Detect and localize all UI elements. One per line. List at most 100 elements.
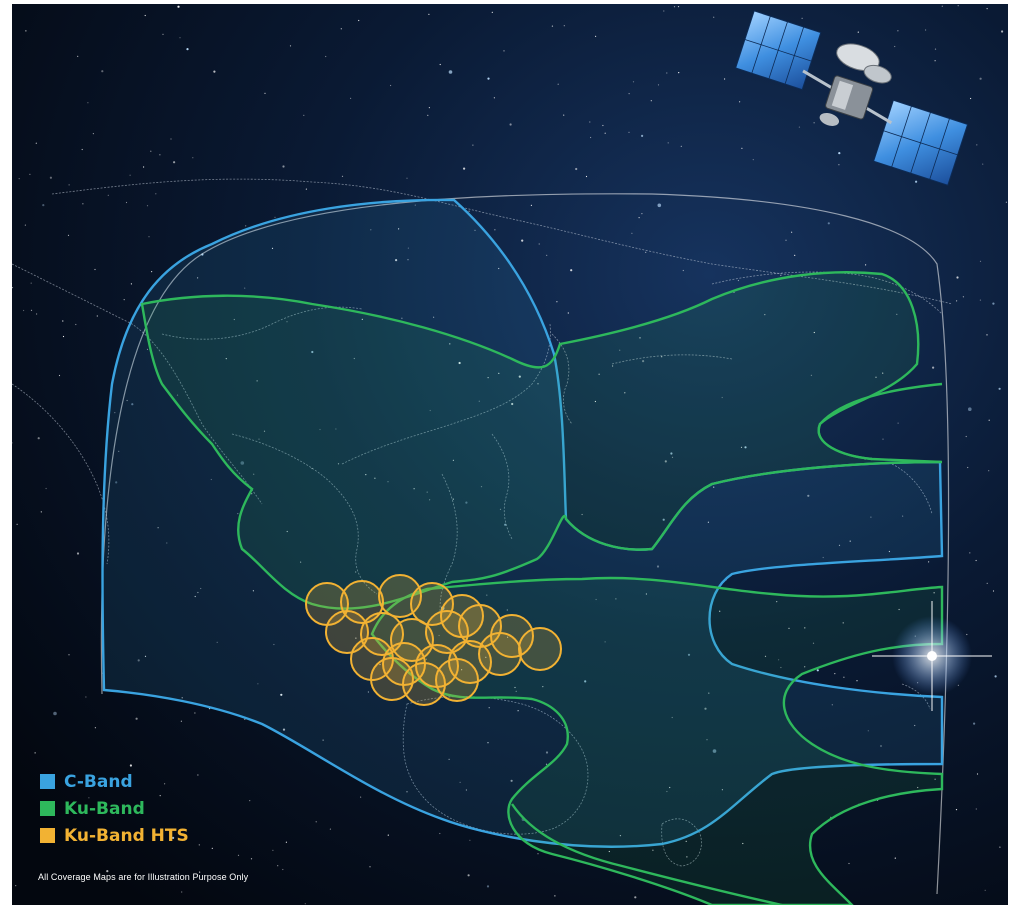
star [706,739,708,741]
star [663,10,665,12]
star [487,377,489,379]
star [708,692,710,694]
star [575,167,578,171]
star [986,582,988,585]
star [387,834,389,836]
star [426,491,428,493]
star [973,722,976,725]
map-legend: C-Band Ku-Band Ku-Band HTS [40,768,189,849]
star [848,862,850,865]
star [478,400,480,402]
star [198,844,200,846]
star [244,287,246,289]
star [480,486,483,488]
star [801,17,803,19]
star [146,348,149,350]
star [979,260,982,262]
star [75,323,77,326]
star [282,728,286,731]
star [398,228,400,230]
star [329,828,331,830]
star [164,783,166,785]
star [67,234,70,236]
star [335,428,337,430]
star [16,523,18,525]
star [686,856,688,858]
star [870,516,872,518]
star [807,494,810,497]
star [414,204,416,206]
star [831,704,833,706]
star [151,271,153,273]
star [810,374,813,376]
star [355,571,357,573]
star [804,666,806,668]
star [469,839,471,841]
star [642,360,645,363]
star [465,789,467,791]
star [928,561,930,563]
star [493,97,495,99]
star [407,259,409,261]
star [713,16,715,18]
star [598,373,600,375]
star [130,283,132,285]
star [671,716,673,719]
star [92,133,94,135]
star [498,267,500,270]
star [979,77,982,80]
star [123,299,125,301]
star [514,686,516,689]
star [685,840,687,843]
star [157,527,159,529]
star [425,658,427,660]
star [590,136,592,139]
star [361,318,363,320]
c-band-swatch [40,774,55,789]
star [486,885,490,888]
star [155,193,157,195]
star [68,184,70,186]
star [337,463,340,465]
star [406,177,408,179]
star [521,239,524,242]
star [401,317,403,319]
star [115,481,118,484]
legend-item-c-band: C-Band [40,768,189,795]
star [794,254,796,256]
star [58,374,61,377]
star [998,387,1001,390]
star [282,165,285,168]
star [197,591,199,594]
star [976,144,978,146]
star [135,717,138,720]
coverage-map-graphic [12,4,1008,905]
star-field [12,5,1008,905]
star [619,835,622,837]
star [360,796,362,798]
hts-spot-beam [435,658,479,702]
star [970,97,972,100]
hts-spot-beam [518,627,562,671]
star [545,751,549,754]
star [237,854,240,856]
star [24,224,26,226]
star [503,50,505,52]
star [131,403,134,406]
star [350,97,352,99]
star [199,871,201,873]
star [452,459,454,461]
star [68,654,70,656]
star [612,365,614,367]
star [252,590,254,592]
star [448,70,453,74]
star [258,438,260,440]
star [957,5,959,7]
star [23,309,25,312]
hts-spot-beam [402,662,446,706]
star [641,134,644,137]
star [822,556,824,559]
star [666,72,668,74]
star [966,633,968,636]
star [387,481,389,483]
